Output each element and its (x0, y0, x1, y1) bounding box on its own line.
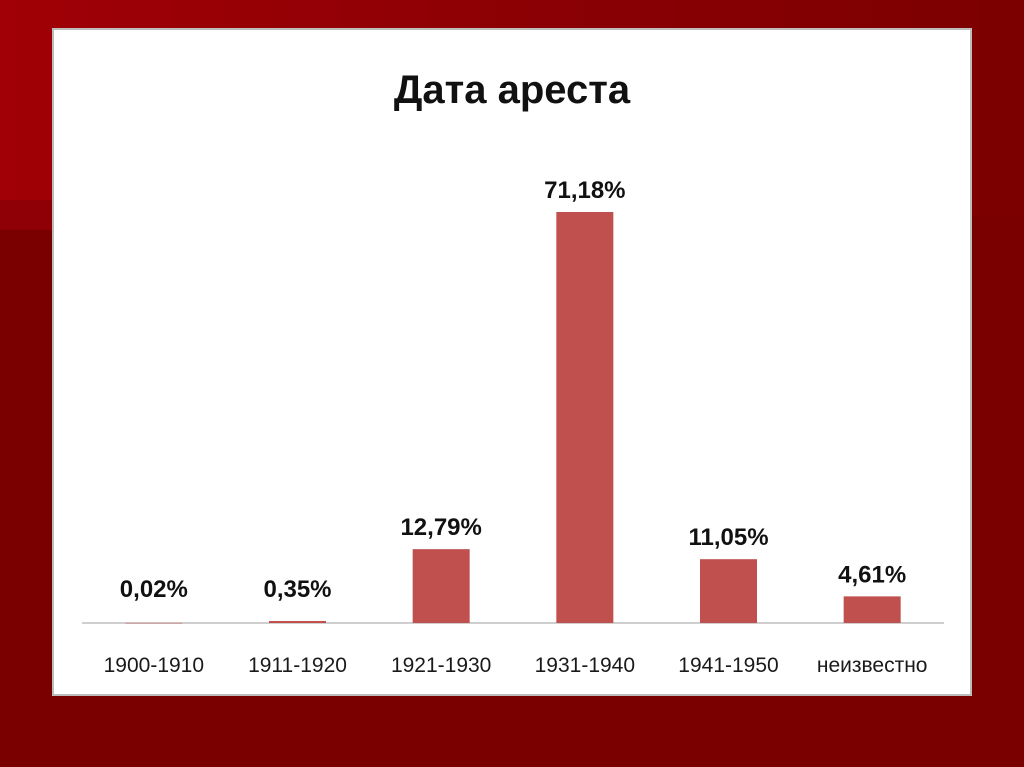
data-label-5: 11,05% (688, 524, 768, 551)
bar-5 (700, 559, 757, 623)
bar-4 (556, 212, 614, 623)
x-tick-label-2: 1911-1920 (248, 654, 347, 677)
bar-6 (843, 596, 901, 623)
data-label-2: 0,35% (263, 576, 331, 603)
data-label-4: 71,18% (544, 177, 625, 204)
slide-background-accent (0, 200, 60, 230)
chart-title: Дата ареста (393, 68, 631, 112)
bar-chart: 0,02% 1900-1910 0,35% 1911-1920 12,79% 1921-1… (82, 177, 944, 677)
x-tick-label-5: 1941-1950 (678, 654, 778, 677)
bar-2 (269, 620, 326, 623)
x-tick-label-6: неизвестно (817, 654, 928, 677)
chart-card: Дата ареста 0,02% 1900-1910 0,35% 1911-1920… (52, 28, 972, 696)
data-label-3: 12,79% (400, 514, 481, 541)
x-tick-label-1: 1900-1910 (104, 654, 204, 677)
data-label-1: 0,02% (120, 576, 188, 603)
x-tick-label-3: 1921-1930 (391, 654, 491, 677)
data-label-6: 4,61% (838, 561, 906, 588)
bar-3 (412, 549, 470, 623)
bar-1 (125, 622, 183, 624)
x-tick-label-4: 1931-1940 (535, 654, 635, 677)
